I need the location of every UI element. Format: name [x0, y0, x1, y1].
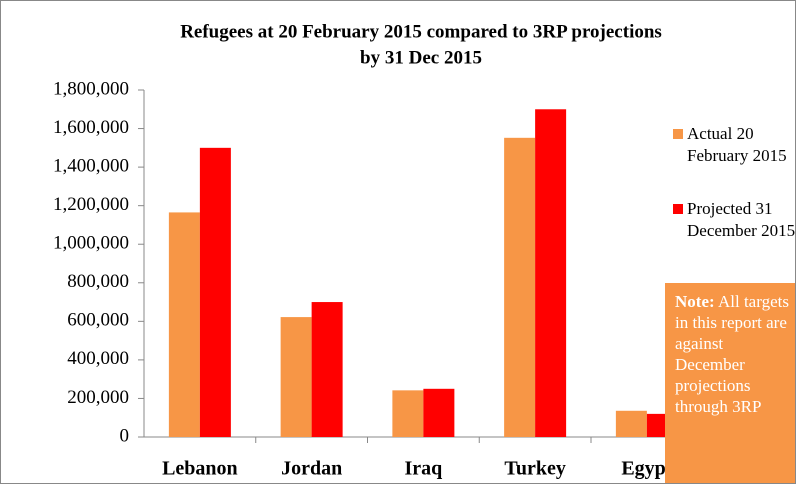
y-tick-label: 400,000	[67, 348, 129, 369]
y-tick-label: 600,000	[67, 310, 129, 331]
y-tick-label: 1,600,000	[53, 117, 129, 138]
y-tick-label: 1,000,000	[53, 233, 129, 254]
bar	[311, 302, 343, 437]
bar	[199, 147, 231, 438]
x-tick-label: Lebanon	[162, 458, 238, 480]
bar	[423, 388, 455, 437]
x-tick-label: Egypt	[621, 458, 672, 480]
bar	[504, 137, 536, 437]
chart-subtitle: by 31 Dec 2015	[360, 47, 482, 68]
y-tick-label: 800,000	[67, 271, 129, 292]
y-tick-label: 1,200,000	[53, 194, 129, 215]
legend-swatch	[673, 129, 683, 139]
y-tick-label: 1,400,000	[53, 155, 129, 176]
note: Note: All targets in this report are aga…	[665, 283, 795, 483]
note-label: Note:	[675, 292, 715, 311]
bar	[615, 410, 647, 437]
y-tick-label: 0	[120, 425, 130, 446]
bar	[280, 317, 312, 437]
legend-label: Projected 31 December 2015	[687, 199, 796, 240]
bar	[535, 109, 567, 438]
legend-swatch	[673, 204, 683, 214]
y-tick-label: 1,800,000	[53, 78, 129, 99]
note-text: All targets in this report are against D…	[675, 292, 789, 416]
x-tick-label: Jordan	[281, 458, 342, 480]
x-tick-label: Iraq	[404, 458, 442, 480]
bar	[168, 212, 200, 437]
x-tick-label: Turkey	[504, 458, 566, 480]
bar	[392, 390, 424, 437]
y-tick-label: 200,000	[67, 387, 129, 408]
legend-label: Actual 20 February 2015	[687, 124, 787, 165]
chart-title: Refugees at 20 February 2015 compared to…	[180, 21, 662, 42]
